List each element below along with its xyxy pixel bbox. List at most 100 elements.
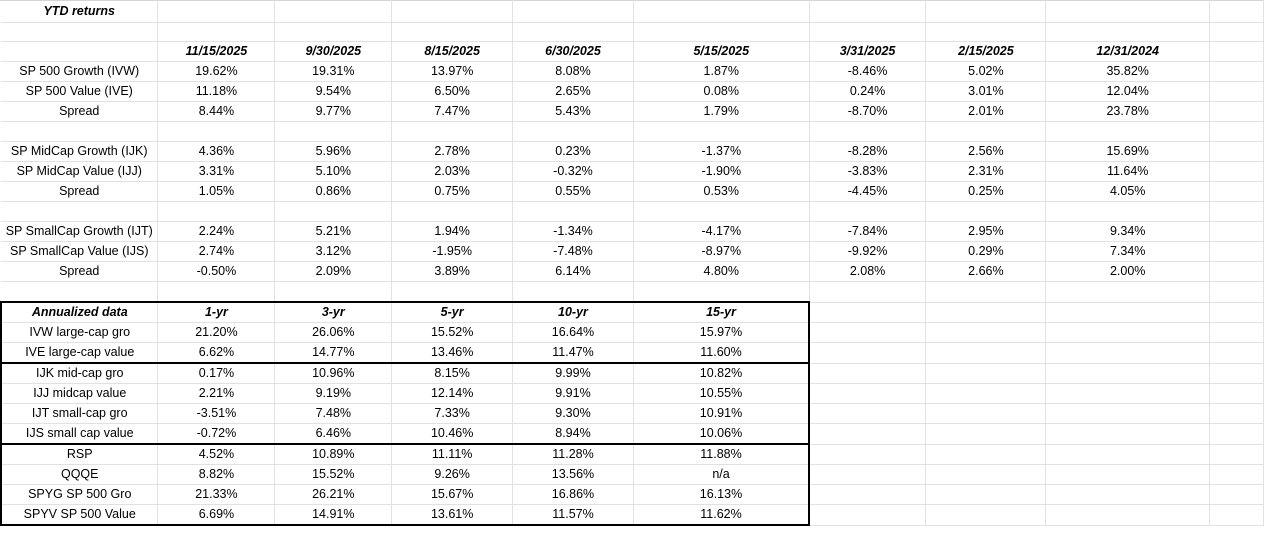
empty-cell[interactable] (925, 342, 1047, 364)
value-cell[interactable]: 4.52% (157, 444, 276, 465)
empty-cell[interactable] (1, 41, 159, 62)
value-cell[interactable]: 15.67% (391, 484, 514, 505)
empty-cell[interactable] (1045, 121, 1211, 142)
value-cell[interactable]: 11.18% (157, 81, 276, 102)
date-header[interactable]: 5/15/2025 (633, 41, 810, 62)
empty-cell[interactable] (809, 302, 927, 323)
row-label[interactable]: RSP (0, 444, 159, 465)
value-cell[interactable]: 4.05% (1045, 181, 1211, 202)
value-cell[interactable]: 9.34% (1045, 221, 1211, 242)
date-header[interactable]: 8/15/2025 (391, 41, 514, 62)
value-cell[interactable]: 2.24% (157, 221, 276, 242)
value-cell[interactable]: -9.92% (809, 241, 927, 262)
empty-cell[interactable] (1209, 322, 1264, 343)
empty-cell[interactable] (925, 484, 1047, 505)
empty-cell[interactable] (1045, 201, 1211, 222)
value-cell[interactable]: 0.53% (633, 181, 810, 202)
value-cell[interactable]: -0.72% (157, 423, 276, 445)
value-cell[interactable]: 11.64% (1045, 161, 1211, 182)
row-label[interactable]: SPYV SP 500 Value (0, 504, 159, 526)
value-cell[interactable]: 2.01% (925, 101, 1047, 122)
value-cell[interactable]: 6.46% (274, 423, 393, 445)
empty-cell[interactable] (809, 383, 927, 404)
value-cell[interactable]: 2.95% (925, 221, 1047, 242)
empty-cell[interactable] (809, 464, 927, 485)
value-cell[interactable]: 13.56% (512, 464, 634, 485)
empty-cell[interactable] (1045, 504, 1211, 526)
value-cell[interactable]: 8.94% (512, 423, 634, 445)
value-cell[interactable]: -0.32% (512, 161, 634, 182)
empty-cell[interactable] (1209, 484, 1264, 505)
value-cell[interactable]: -7.48% (512, 241, 634, 262)
row-label[interactable]: QQQE (0, 464, 159, 485)
empty-cell[interactable] (809, 322, 927, 343)
value-cell[interactable]: 5.96% (274, 141, 393, 162)
value-cell[interactable]: 12.14% (391, 383, 514, 404)
value-cell[interactable]: 9.77% (274, 101, 393, 122)
value-cell[interactable]: 11.28% (512, 444, 634, 465)
row-label[interactable]: SP MidCap Growth (IJK) (1, 141, 159, 162)
empty-cell[interactable] (1, 121, 159, 142)
empty-cell[interactable] (1045, 281, 1211, 303)
date-header[interactable]: 9/30/2025 (274, 41, 393, 62)
value-cell[interactable]: 10.91% (633, 403, 811, 424)
empty-cell[interactable] (512, 0, 634, 23)
value-cell[interactable]: 15.69% (1045, 141, 1211, 162)
value-cell[interactable]: 3-yr (274, 301, 393, 323)
value-cell[interactable]: -3.83% (809, 161, 927, 182)
value-cell[interactable]: 19.31% (274, 61, 393, 82)
value-cell[interactable]: 2.66% (925, 261, 1047, 282)
value-cell[interactable]: 12.04% (1045, 81, 1211, 102)
value-cell[interactable]: 8.82% (157, 464, 276, 485)
empty-cell[interactable] (157, 121, 276, 142)
value-cell[interactable]: 8.44% (157, 101, 276, 122)
value-cell[interactable]: 1.87% (633, 61, 810, 82)
empty-cell[interactable] (1209, 161, 1264, 182)
empty-cell[interactable] (1045, 484, 1211, 505)
value-cell[interactable]: 15.97% (633, 322, 811, 343)
row-label[interactable]: SP 500 Value (IVE) (1, 81, 159, 102)
value-cell[interactable]: 16.64% (512, 322, 634, 343)
value-cell[interactable]: 11.88% (633, 444, 811, 465)
value-cell[interactable]: 26.06% (274, 322, 393, 343)
empty-cell[interactable] (809, 363, 927, 384)
empty-cell[interactable] (633, 121, 810, 142)
empty-cell[interactable] (633, 0, 810, 23)
empty-cell[interactable] (1045, 302, 1211, 323)
value-cell[interactable]: 2.03% (391, 161, 514, 182)
value-cell[interactable]: 15.52% (274, 464, 393, 485)
empty-cell[interactable] (1045, 22, 1211, 42)
value-cell[interactable]: 0.55% (512, 181, 634, 202)
value-cell[interactable]: 14.77% (274, 342, 393, 364)
value-cell[interactable]: 5.43% (512, 101, 634, 122)
value-cell[interactable]: 13.61% (391, 504, 514, 526)
value-cell[interactable]: -1.90% (633, 161, 810, 182)
value-cell[interactable]: 8.08% (512, 61, 634, 82)
value-cell[interactable]: 8.15% (391, 363, 514, 384)
empty-cell[interactable] (809, 281, 927, 303)
value-cell[interactable]: 10-yr (512, 301, 634, 323)
empty-cell[interactable] (809, 0, 927, 23)
empty-cell[interactable] (1209, 221, 1264, 242)
value-cell[interactable]: 9.54% (274, 81, 393, 102)
value-cell[interactable]: -1.37% (633, 141, 810, 162)
empty-cell[interactable] (1045, 342, 1211, 364)
empty-cell[interactable] (925, 121, 1047, 142)
value-cell[interactable]: 16.86% (512, 484, 634, 505)
value-cell[interactable]: -0.50% (157, 261, 276, 282)
empty-cell[interactable] (925, 403, 1047, 424)
value-cell[interactable]: 0.17% (157, 363, 276, 384)
row-label[interactable]: Annualized data (0, 301, 159, 323)
empty-cell[interactable] (157, 281, 276, 303)
value-cell[interactable]: 6.69% (157, 504, 276, 526)
value-cell[interactable]: -1.95% (391, 241, 514, 262)
value-cell[interactable]: 0.25% (925, 181, 1047, 202)
value-cell[interactable]: 6.14% (512, 261, 634, 282)
value-cell[interactable]: 2.08% (809, 261, 927, 282)
value-cell[interactable]: 0.29% (925, 241, 1047, 262)
value-cell[interactable]: 7.34% (1045, 241, 1211, 262)
ytd-title[interactable]: YTD returns (1, 0, 159, 23)
value-cell[interactable]: 7.47% (391, 101, 514, 122)
value-cell[interactable]: 6.62% (157, 342, 276, 364)
empty-cell[interactable] (1045, 444, 1211, 465)
